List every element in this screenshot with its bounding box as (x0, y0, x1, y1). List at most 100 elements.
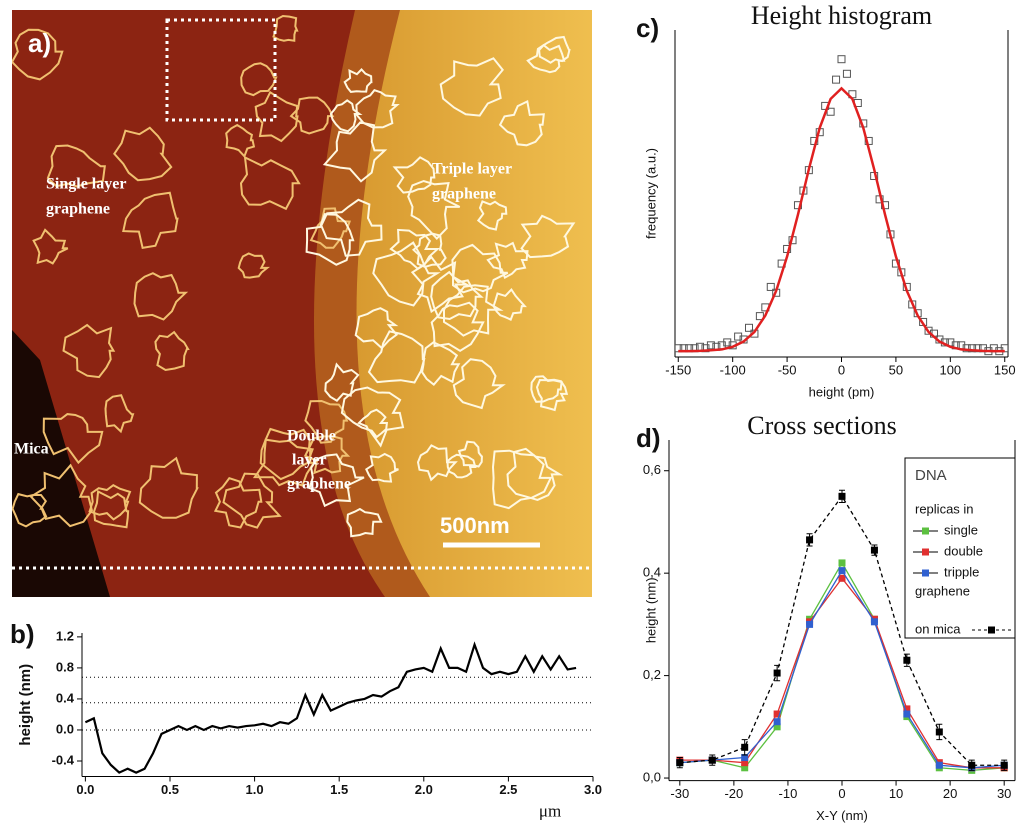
x-tick-label: 1.0 (246, 782, 264, 797)
point (838, 492, 846, 500)
dna-loop (222, 472, 282, 529)
point (773, 669, 781, 677)
dna-loop (416, 444, 458, 482)
region-label: graphene (46, 201, 110, 218)
point (755, 312, 764, 321)
point (745, 323, 753, 332)
x-tick-label: 10 (889, 786, 903, 801)
x-axis-label: X-Y (nm) (816, 808, 868, 823)
panel-label: a) (28, 28, 51, 58)
point (842, 69, 851, 78)
x-tick-label: 30 (997, 786, 1011, 801)
legend-label: tripple (944, 564, 979, 579)
region-label: layer (292, 452, 327, 469)
dna-loop (122, 191, 179, 250)
legend-label: double (944, 543, 983, 558)
y-tick-label: 0,2 (643, 667, 661, 682)
dna-loop (32, 228, 69, 265)
dna-loop (476, 200, 508, 231)
dna-loop (12, 492, 48, 528)
y-axis-label: height (nm) (643, 577, 658, 643)
dna-loop (389, 228, 441, 270)
dna-loop (303, 435, 351, 475)
legend-marker (922, 569, 929, 577)
dna-loop (457, 440, 483, 468)
x-tick-label: -50 (778, 362, 797, 377)
x-tick-label: -30 (670, 786, 689, 801)
point (806, 536, 814, 544)
dna-loop (538, 35, 571, 64)
dna-loop (340, 386, 405, 448)
dna-loop (443, 284, 504, 337)
dna-loop (526, 43, 566, 74)
x-tick-label: 100 (939, 362, 961, 377)
point (1000, 761, 1008, 769)
y-tick-label: 0,4 (643, 565, 661, 580)
legend-title: DNA (915, 467, 947, 484)
dna-loop (411, 232, 447, 268)
point (838, 567, 846, 575)
dna-loop (322, 121, 388, 183)
chart-title: Cross sections (747, 411, 897, 440)
y-tick-label: 0.4 (56, 690, 75, 705)
point (832, 75, 841, 84)
dna-loop (213, 477, 263, 529)
dna-loop (12, 28, 64, 81)
x-tick-label: 0.0 (76, 782, 94, 797)
point (838, 574, 846, 582)
legend-marker (922, 548, 929, 556)
point (806, 620, 814, 628)
dna-loop (138, 456, 199, 519)
region-label: Mica (14, 441, 49, 458)
y-tick-label: 1.2 (56, 628, 74, 643)
point (968, 344, 977, 353)
dna-loop (320, 198, 383, 257)
dna-loop (42, 413, 104, 465)
x-tick-label: -150 (665, 362, 691, 377)
dna-loop (410, 255, 471, 314)
chart-title: Height histogram (751, 1, 932, 30)
dna-loop (133, 272, 189, 321)
point (924, 326, 933, 335)
dna-loop (62, 323, 116, 379)
x-tick-label: 1.5 (330, 782, 348, 797)
point (734, 332, 743, 341)
y-axis-label: height (nm) (17, 664, 34, 746)
point (870, 618, 878, 626)
dna-loop (329, 99, 363, 133)
point (962, 344, 971, 353)
y-tick-label: 0,0 (643, 769, 661, 784)
dna-loop (446, 453, 477, 479)
panel-label: d) (636, 423, 661, 453)
x-tick-label: 0.5 (161, 782, 179, 797)
scale-bar-label: 500nm (440, 513, 510, 538)
x-tick-label: -20 (724, 786, 743, 801)
dna-loop (430, 301, 485, 352)
point (903, 705, 911, 713)
dna-loop (305, 213, 355, 266)
dna-loop (252, 438, 316, 487)
legend-footer: graphene (915, 583, 970, 598)
legend-marker (922, 527, 929, 535)
fit-line (678, 86, 1005, 353)
dna-loop (407, 179, 461, 241)
dna-loop (113, 126, 173, 182)
region-label: Double (287, 428, 336, 445)
x-axis-label: height (pm) (809, 384, 875, 399)
region-label: graphene (432, 186, 496, 203)
dna-loop (486, 241, 529, 280)
legend-marker (988, 626, 995, 634)
dna-loop (492, 288, 527, 321)
point (741, 754, 749, 762)
region-label: Triple layer (432, 161, 512, 178)
x-tick-label: 0 (838, 362, 845, 377)
dna-loop (324, 362, 360, 402)
y-tick-label: 0.0 (56, 721, 74, 736)
point (838, 559, 846, 567)
dna-loop (439, 57, 504, 117)
dna-loop (421, 341, 461, 386)
x-tick-label: 2.0 (415, 782, 433, 797)
dna-loop (372, 241, 441, 307)
panel-label: b) (10, 619, 35, 649)
